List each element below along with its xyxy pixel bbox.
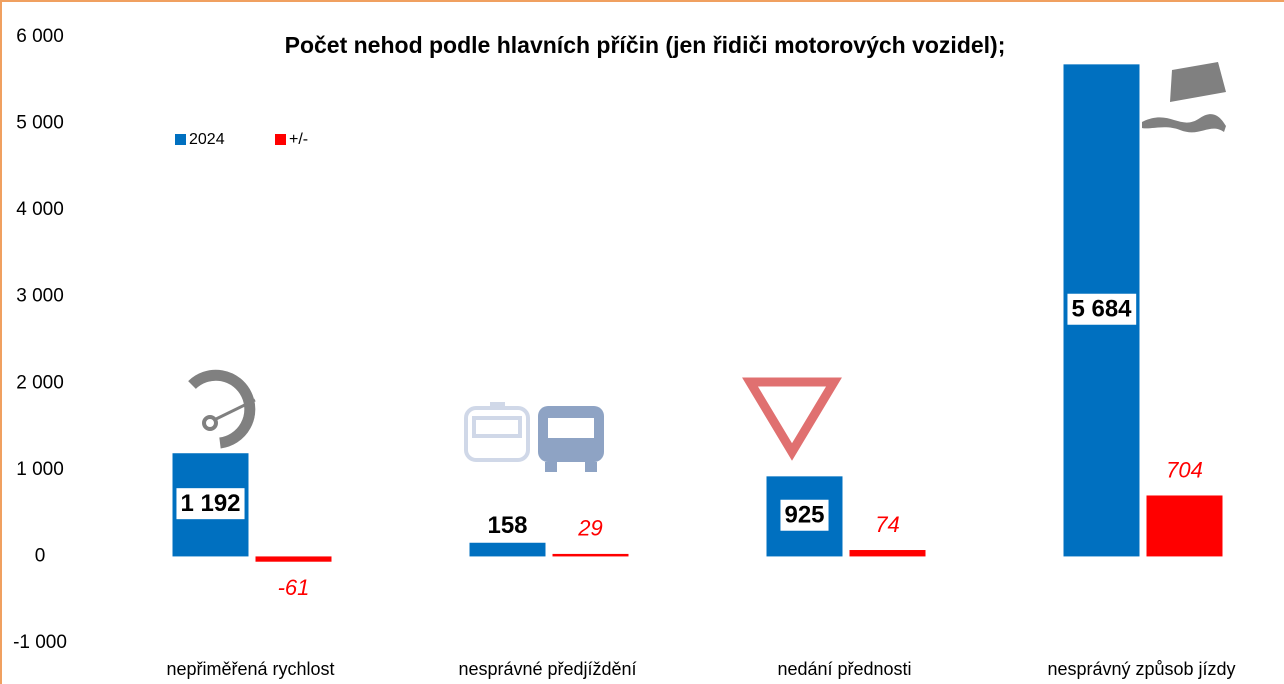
bus-icon-light [464,402,530,462]
bar [255,556,332,562]
data-label-bg [176,488,245,520]
x-tick-label: nesprávný způsob jízdy [1047,659,1235,679]
y-tick-label: 3 000 [16,286,64,307]
x-tick-label: nedání přednosti [777,659,911,679]
data-label: 29 [577,516,602,541]
data-label: 704 [1166,457,1203,482]
data-label: 5 684 [1071,296,1132,323]
y-tick-label: 5 000 [16,113,64,134]
data-label: 74 [875,512,899,537]
bar [849,550,926,557]
yield-sign-icon [742,377,842,461]
y-tick-label: -1 000 [13,632,67,653]
legend-swatch [275,134,286,145]
data-label-bg [483,509,532,541]
data-label: 925 [784,502,824,529]
legend-label: +/- [289,131,308,148]
bar [552,553,629,557]
y-tick-label: 6 000 [16,26,64,47]
skid-car-icon [1142,62,1226,133]
y-tick-label: 4 000 [16,199,64,220]
data-label: -61 [278,575,310,600]
legend-label: 2024 [189,131,225,148]
legend-swatch [175,134,186,145]
y-tick-label: 1 000 [16,459,64,480]
data-label-bg [1067,293,1137,325]
data-label-bg [780,499,829,531]
data-label: 158 [487,512,527,539]
data-label: 1 192 [180,490,240,517]
chart-title: Počet nehod podle hlavních příčin (jen ř… [285,32,1006,58]
bar [469,542,546,557]
bar [1146,495,1223,557]
bus-icon-dark [538,406,604,472]
y-tick-label: 2 000 [16,372,64,393]
speedometer-icon [188,369,256,449]
x-tick-label: nesprávné předjíždění [458,659,636,679]
y-tick-label: 0 [35,545,46,566]
x-tick-label: nepřiměřená rychlost [166,659,334,679]
